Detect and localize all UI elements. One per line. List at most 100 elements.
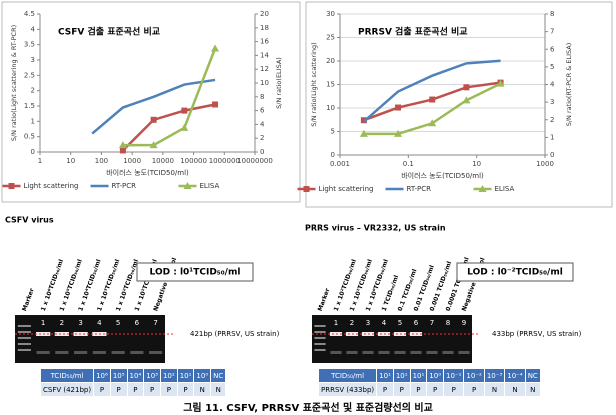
- band-label: 421bp (PRRSV, US strain): [190, 330, 280, 338]
- primer-band: [394, 351, 406, 354]
- table-cell: P: [409, 382, 428, 397]
- chart-frame: [305, 1, 613, 208]
- table-cell: N: [524, 382, 541, 397]
- y-tick-label: 4.5: [24, 10, 35, 18]
- y2-tick-label: 3: [550, 98, 554, 106]
- gel-image: [312, 315, 472, 363]
- point: [118, 141, 127, 149]
- y-tick-label: 1.5: [24, 102, 35, 110]
- lane-number: 9: [462, 319, 466, 327]
- y2-tick-label: 0: [260, 148, 264, 156]
- chart-title: CSFV 검출 표준곡선 비교: [58, 26, 160, 38]
- marker-band: [314, 325, 326, 327]
- primer-band: [74, 351, 88, 354]
- table-cell: N: [193, 382, 212, 397]
- x-tick-label: 1000: [123, 157, 141, 165]
- primer-band: [111, 351, 125, 354]
- marker-band: [17, 331, 31, 333]
- y2-tick-label: 8: [260, 93, 264, 101]
- y2-axis-label: S/N ratio(RT-PCR & ELISA): [565, 43, 573, 127]
- table-cell: TCID₅₀/ml: [317, 368, 378, 383]
- table-cell: 10¹: [392, 368, 411, 383]
- marker-band: [314, 349, 326, 351]
- y2-tick-label: 20: [260, 10, 269, 18]
- point: [463, 84, 470, 91]
- gel-band: [54, 332, 69, 336]
- series-line: [122, 48, 217, 147]
- primer-band: [346, 351, 358, 354]
- x-tick-label: 100: [95, 157, 108, 165]
- y2-tick-label: 4: [550, 81, 555, 89]
- primer-band: [426, 351, 438, 354]
- point: [428, 119, 437, 127]
- gel-title: PRRS virus – VR2332, US strain: [305, 224, 446, 233]
- y-tick-label: 0: [31, 148, 35, 156]
- table-cell: NC: [524, 368, 541, 383]
- x-tick-label: 10000000: [237, 157, 273, 165]
- table-cell: P: [109, 382, 128, 397]
- gel-image: [15, 315, 165, 363]
- marker-band: [314, 331, 326, 333]
- x-tick-label: 1000000: [209, 157, 240, 165]
- table-cell: PRRSV (433bp): [317, 382, 378, 397]
- point: [149, 141, 158, 149]
- legend-marker: [8, 183, 15, 189]
- lod-box: [456, 262, 574, 282]
- marker-band: [314, 343, 326, 345]
- table-cell: N: [504, 382, 526, 397]
- series-line: [122, 103, 216, 152]
- y2-tick-label: 2: [550, 116, 554, 124]
- y2-tick-label: 10: [260, 79, 269, 87]
- lane-number: 2: [60, 319, 64, 327]
- x-axis-label: 바이러스 농도(TCID50/ml): [401, 171, 484, 180]
- legend-label: RT-PCR: [112, 182, 137, 190]
- lane-number: 4: [97, 319, 102, 327]
- y-tick-label: 1: [31, 117, 35, 125]
- y-axis-label: S/N ratio(Light scattering): [310, 42, 318, 126]
- y-axis-label: S/N ratio(Light scattering & RT-PCR): [10, 25, 18, 141]
- table-cell: 10⁰: [426, 368, 444, 383]
- marker-band: [17, 343, 31, 345]
- lane-label: Marker: [21, 287, 36, 312]
- y-tick-label: 4: [31, 25, 36, 33]
- y-tick-label: 15: [326, 81, 335, 89]
- point: [212, 101, 219, 108]
- table-cell: 10⁻²: [463, 368, 485, 383]
- table-cell: P: [126, 382, 145, 397]
- table-cell: P: [463, 382, 485, 397]
- point: [429, 96, 436, 103]
- table-row: TCID₅₀/ml 10¹ 10¹ 10¹ 10⁰ 10⁻¹ 10⁻² 10⁻³ 10⁻⁴ NC: [317, 368, 541, 383]
- legend-label: RT-PCR: [407, 185, 432, 193]
- marker-band: [17, 325, 31, 327]
- x-tick-label: 0.001: [330, 160, 350, 168]
- table-cell: 10¹: [409, 368, 428, 383]
- lod-label: LOD : l0¹TCID₅₀/ml: [150, 268, 241, 278]
- caption: 그림 11. CSFV, PRRSV 표준곡선 및 표준검량선의 비교: [183, 401, 433, 414]
- x-tick-label: 0.1: [403, 160, 414, 168]
- lane-number: 3: [366, 319, 370, 327]
- primer-band: [330, 351, 342, 354]
- y2-tick-label: 8: [550, 10, 554, 18]
- lane-number: 3: [78, 319, 82, 327]
- band-label: 433bp (PRRSV, US strain): [492, 330, 582, 338]
- primer-band: [36, 351, 50, 354]
- lane-number: 8: [172, 319, 176, 327]
- table-cell: 10⁵: [109, 368, 128, 383]
- y2-tick-label: 7: [550, 28, 554, 36]
- lane-number: 8: [446, 319, 450, 327]
- y2-tick-label: 6: [550, 45, 555, 53]
- lane-number: 6: [135, 319, 140, 327]
- point: [496, 79, 505, 87]
- table-cell: 10²: [159, 368, 178, 383]
- x-tick-label: 10: [472, 160, 481, 168]
- y2-tick-label: 4: [260, 120, 265, 128]
- lane-number: 4: [382, 319, 387, 327]
- point: [150, 116, 157, 123]
- table-cell: P: [176, 382, 195, 397]
- legend-label: ELISA: [495, 185, 515, 193]
- legend-marker: [303, 186, 310, 192]
- result-table: TCID₅₀/ml 10¹ 10¹ 10¹ 10⁰ 10⁻¹ 10⁻² 10⁻³ 10⁻⁴ NC P…: [317, 368, 541, 397]
- y-tick-label: 2: [31, 87, 35, 95]
- point: [119, 147, 126, 154]
- x-tick-label: 100000: [180, 157, 207, 165]
